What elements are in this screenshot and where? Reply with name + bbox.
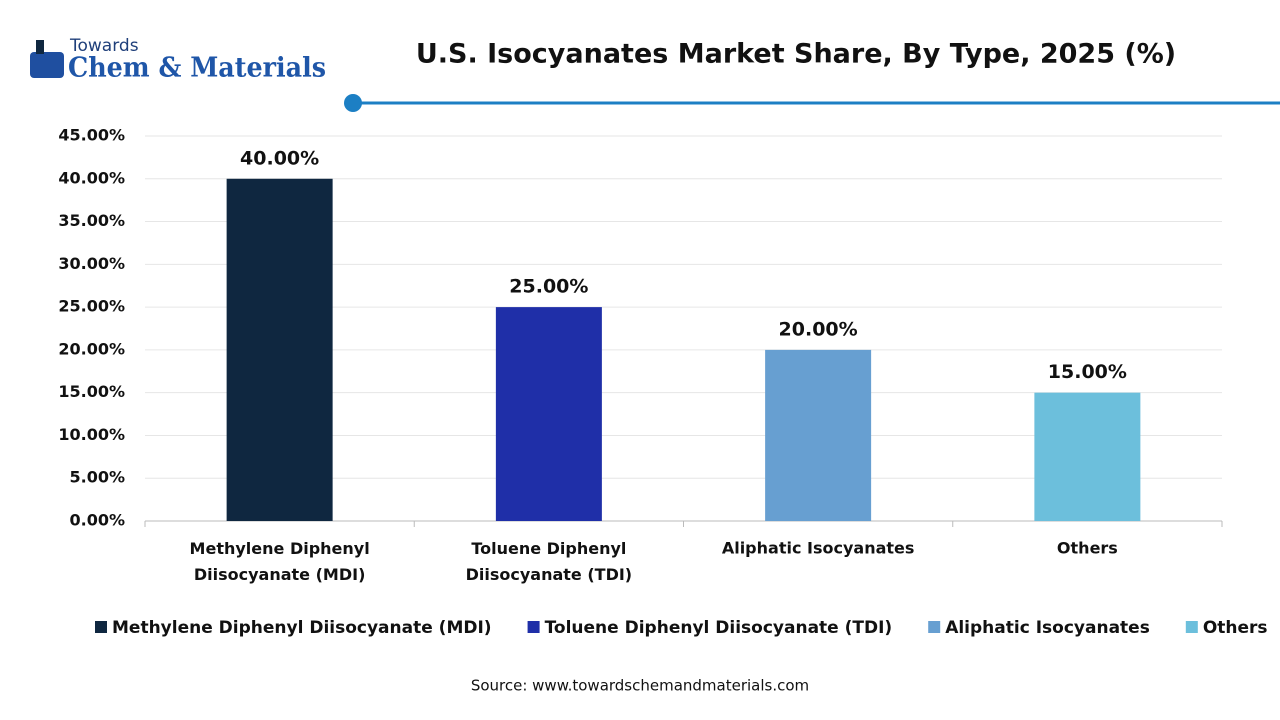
logo-icon — [30, 52, 64, 78]
source: Source: www.towardschemandmaterials.com — [471, 677, 809, 695]
logo-icon — [36, 40, 44, 54]
title-rule-dot — [344, 94, 362, 112]
logo-bottom: Chem & Materials — [68, 53, 326, 84]
y-tick-label: 0.00% — [69, 511, 125, 530]
value-label: 25.00% — [509, 276, 588, 298]
chart-title: U.S. Isocyanates Market Share, By Type, … — [416, 39, 1176, 70]
x-tick-label: Others — [1057, 539, 1118, 558]
value-label: 15.00% — [1048, 361, 1127, 383]
y-tick-label: 25.00% — [58, 297, 125, 316]
y-tick-label: 35.00% — [58, 211, 125, 230]
y-tick-label: 5.00% — [69, 468, 125, 487]
y-tick-label: 15.00% — [58, 382, 125, 401]
legend-label: Toluene Diphenyl Diisocyanate (TDI) — [545, 618, 893, 638]
bar — [1034, 392, 1141, 521]
logo-top: Towards — [69, 36, 139, 56]
legend-swatch — [527, 621, 540, 633]
legend-swatch — [95, 621, 107, 633]
bar — [765, 349, 872, 521]
y-tick-label: 10.00% — [58, 425, 125, 444]
legend-label: Others — [1203, 618, 1268, 638]
y-tick-label: 30.00% — [58, 254, 125, 273]
x-tick-label: Methylene Diphenyl Diisocyanate (MDI) — [190, 539, 370, 584]
y-tick-label: 20.00% — [58, 339, 125, 358]
legend-swatch — [1185, 621, 1198, 633]
legend-label: Methylene Diphenyl Diisocyanate (MDI) — [112, 618, 492, 638]
x-tick-label: Aliphatic Isocyanates — [722, 539, 915, 558]
legend-swatch — [928, 621, 941, 633]
y-tick-label: 40.00% — [58, 168, 125, 187]
legend-label: Aliphatic Isocyanates — [945, 618, 1150, 638]
value-label: 20.00% — [779, 318, 858, 340]
logo: Towards Chem & Materials — [30, 36, 326, 84]
x-tick-label: Toluene Diphenyl Diisocyanate (TDI) — [466, 539, 633, 584]
bar — [495, 307, 602, 521]
bar — [226, 178, 333, 521]
y-tick-label: 45.00% — [58, 126, 125, 145]
value-label: 40.00% — [240, 147, 319, 169]
